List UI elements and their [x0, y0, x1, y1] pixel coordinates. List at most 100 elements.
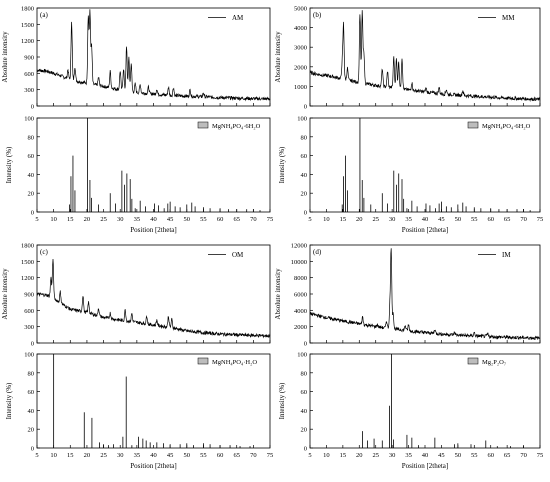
x-tick-label: 15 — [340, 216, 347, 223]
x-tick-label: 5 — [308, 452, 311, 459]
y-tick-label: 0 — [31, 104, 34, 111]
x-tick-label: 40 — [150, 452, 157, 459]
y-tick-label: 300 — [24, 324, 34, 331]
x-tick-label: 75 — [537, 216, 544, 223]
y-tick-label: 1800 — [21, 243, 34, 250]
y-tick-label: 600 — [24, 308, 34, 315]
x-tick-label: 60 — [487, 216, 494, 223]
x-tick-label: 55 — [471, 452, 478, 459]
x-tick-label: 25 — [100, 452, 107, 459]
y-tick-label: 1200 — [21, 38, 34, 45]
x-tick-label: 10 — [323, 216, 330, 223]
x-tick-label: 10 — [50, 216, 57, 223]
x-tick-label: 65 — [233, 452, 240, 459]
y-tick-label: 0 — [31, 341, 34, 348]
x-tick-label: 75 — [267, 452, 274, 459]
y-tick-label: 4000 — [294, 25, 307, 32]
legend-label: MM — [502, 14, 515, 22]
x-tick-label: 40 — [422, 452, 429, 459]
x-tick-label: 35 — [405, 452, 412, 459]
y-tick-label: 100 — [297, 116, 307, 123]
pattern-trace — [309, 10, 541, 103]
y-axis-label: Intensity (%) — [278, 382, 286, 419]
pattern-trace — [309, 248, 541, 341]
legend-box-swatch — [467, 357, 479, 365]
x-tick-label: 70 — [250, 216, 257, 223]
pattern-frame — [309, 244, 541, 344]
y-axis-label: Absolute intensity — [274, 31, 282, 83]
x-tick-label: 25 — [372, 452, 379, 459]
x-tick-label: 15 — [340, 452, 347, 459]
y-tick-label: 20 — [301, 427, 308, 434]
y-axis-label: Absolute intensity — [274, 268, 282, 320]
legend-label: OM — [232, 251, 244, 259]
y-tick-label: 600 — [24, 71, 34, 78]
legend-label: Mg₂P₂O₇ — [482, 359, 506, 366]
y-tick-label: 0 — [304, 104, 307, 111]
reference-frame — [309, 117, 541, 213]
x-tick-label: 70 — [520, 216, 527, 223]
x-tick-label: 50 — [184, 452, 191, 459]
x-axis-label: Position [2theta] — [130, 462, 176, 470]
y-tick-label: 40 — [301, 172, 308, 179]
x-tick-label: 45 — [438, 452, 445, 459]
x-tick-label: 35 — [134, 452, 141, 459]
x-tick-label: 70 — [250, 452, 257, 459]
y-tick-label: 40 — [301, 408, 308, 415]
y-tick-label: 6000 — [294, 292, 307, 299]
y-axis-label: Intensity (%) — [5, 146, 13, 183]
y-tick-label: 5000 — [294, 6, 307, 13]
y-tick-label: 80 — [301, 134, 308, 141]
x-tick-label: 25 — [372, 216, 379, 223]
x-tick-label: 40 — [150, 216, 157, 223]
y-tick-label: 12000 — [291, 243, 307, 250]
panel-label: (a) — [40, 11, 48, 19]
x-tick-label: 5 — [35, 216, 38, 223]
legend-label: MgNH₄PO₄·6H₂O — [212, 123, 261, 130]
x-tick-label: 5 — [35, 452, 38, 459]
y-tick-label: 60 — [301, 153, 308, 160]
y-tick-label: 60 — [28, 389, 35, 396]
x-tick-label: 20 — [84, 452, 91, 459]
x-tick-label: 35 — [134, 216, 141, 223]
x-axis-label: Position [2theta] — [402, 462, 448, 470]
x-tick-label: 65 — [504, 216, 511, 223]
y-tick-label: 0 — [304, 341, 307, 348]
x-tick-label: 10 — [50, 452, 57, 459]
x-tick-label: 65 — [233, 216, 240, 223]
legend-label: AM — [232, 14, 244, 22]
panel-label: (c) — [40, 248, 48, 256]
x-tick-label: 30 — [389, 216, 396, 223]
y-tick-label: 8000 — [294, 275, 307, 282]
pattern-frame — [36, 244, 271, 344]
y-tick-label: 80 — [28, 370, 35, 377]
legend-box-swatch — [197, 357, 209, 365]
x-tick-label: 50 — [455, 216, 462, 223]
x-tick-label: 75 — [537, 452, 544, 459]
reference-frame — [36, 117, 271, 213]
x-tick-label: 50 — [184, 216, 191, 223]
panel-label: (d) — [313, 248, 322, 256]
y-tick-label: 100 — [297, 352, 307, 359]
y-tick-label: 2000 — [294, 64, 307, 71]
y-tick-label: 20 — [28, 427, 35, 434]
x-axis-label: Position [2theta] — [402, 226, 448, 234]
y-tick-label: 4000 — [294, 308, 307, 315]
y-tick-label: 300 — [24, 87, 34, 94]
x-tick-label: 30 — [117, 216, 124, 223]
reference-frame — [36, 353, 271, 449]
x-axis-label: Position [2theta] — [130, 226, 176, 234]
y-tick-label: 0 — [304, 446, 307, 453]
legend-label: MgNH₄PO₄·H₂O — [212, 359, 257, 366]
x-tick-label: 30 — [389, 452, 396, 459]
x-tick-label: 10 — [323, 452, 330, 459]
y-tick-label: 1500 — [21, 22, 34, 29]
y-tick-label: 20 — [301, 191, 308, 198]
x-tick-label: 40 — [422, 216, 429, 223]
y-tick-label: 0 — [304, 210, 307, 217]
x-tick-label: 20 — [356, 216, 363, 223]
legend-label: MgNH₄PO₄·6H₂O — [482, 123, 531, 130]
x-tick-label: 55 — [471, 216, 478, 223]
x-tick-label: 20 — [84, 216, 91, 223]
y-tick-label: 40 — [28, 172, 35, 179]
